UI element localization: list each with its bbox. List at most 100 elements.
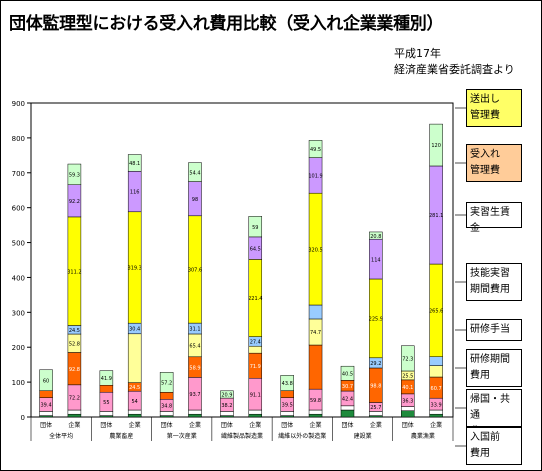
- bar-segment: [280, 390, 294, 398]
- bar-segment: [39, 411, 53, 416]
- legend-label: 管理費: [470, 165, 500, 176]
- data-label: 48.1: [129, 161, 140, 167]
- y-tick-label: 900: [12, 100, 25, 108]
- legend-label: 実習生賃金: [470, 207, 510, 234]
- bar-segment: [248, 413, 263, 418]
- bar-segment: [67, 413, 82, 418]
- legend-label: 期間費用: [470, 284, 510, 295]
- y-tick-label: 400: [12, 274, 25, 282]
- data-label: 74.7: [310, 330, 321, 336]
- legend-item: 技能実習 期間費用: [466, 263, 522, 301]
- bar-segment: [159, 372, 174, 393]
- data-label: 311.2: [67, 269, 81, 275]
- data-label: 54.4: [189, 170, 200, 176]
- data-label: 98.8: [370, 383, 381, 389]
- bar-segment: [99, 370, 114, 386]
- data-label: 60.7: [431, 386, 442, 392]
- data-label: 24.5: [129, 385, 140, 391]
- legend-item: 送出し 管理費: [466, 89, 522, 127]
- bar-segment: [401, 406, 415, 411]
- bar-segment: [67, 409, 82, 415]
- y-tick-label: 100: [12, 379, 25, 387]
- bar-segment: [220, 390, 234, 399]
- data-label: 54: [132, 399, 138, 405]
- x-sub-label: 団体: [281, 421, 293, 429]
- x-group-label: 繊維製品製造業: [221, 432, 263, 440]
- data-label: 93.7: [189, 392, 200, 398]
- bar-segment: [127, 154, 142, 172]
- bar-segment: [99, 411, 114, 416]
- data-label: 265.6: [429, 309, 443, 315]
- x-sub-label: 団体: [161, 421, 173, 429]
- bar-segment: [280, 375, 294, 391]
- x-sub-label: 企業: [68, 421, 80, 429]
- bar-segment: [308, 413, 323, 418]
- data-label: 34.8: [161, 404, 172, 410]
- data-label: 52.8: [69, 341, 80, 347]
- bar-segment: [188, 409, 202, 415]
- bar-segment: [369, 231, 383, 240]
- data-label: 98: [192, 197, 198, 203]
- bar-segment: [248, 409, 263, 415]
- y-tick-label: 500: [12, 240, 25, 248]
- legend-label: 管理費: [470, 110, 500, 121]
- data-label: 30.4: [129, 327, 140, 333]
- data-label: 29.2: [370, 361, 381, 367]
- y-tick-label: 200: [12, 344, 25, 352]
- data-label: 101.9: [308, 174, 322, 180]
- bar-segment: [280, 411, 294, 416]
- bar-segment: [127, 333, 142, 383]
- bar-segment: [429, 413, 443, 418]
- legend-label: 入国前: [470, 432, 500, 443]
- y-tick-label: 0: [21, 414, 25, 422]
- data-label: 41.9: [101, 376, 112, 382]
- chart-title: 団体監理型における受入れ費用比較（受入れ企業業種別）: [9, 14, 444, 34]
- legend-item: 入国前 費用: [466, 427, 522, 465]
- data-label: 39.4: [41, 403, 52, 409]
- source-year: 平成17年: [394, 47, 441, 60]
- bar-segment: [159, 392, 174, 400]
- y-tick-label: 700: [12, 170, 25, 178]
- bar-segment: [188, 413, 202, 418]
- data-label: 307.6: [188, 268, 202, 274]
- bar-segment: [340, 409, 355, 418]
- legend-label: 送出し: [470, 94, 500, 105]
- x-sub-label: 企業: [310, 421, 322, 429]
- data-label: 91.1: [250, 392, 261, 398]
- bar-segment: [220, 411, 234, 416]
- data-label: 72.2: [69, 396, 80, 402]
- legend-item: 受入れ 管理費: [466, 144, 522, 182]
- data-label: 92.8: [69, 367, 80, 373]
- legend-label: 費用: [470, 448, 490, 459]
- data-label: 40.5: [342, 371, 353, 377]
- data-label: 31.1: [189, 327, 200, 333]
- legend-label: 費用: [470, 370, 490, 381]
- x-sub-label: 団体: [40, 421, 52, 429]
- bar-segment: [308, 140, 323, 158]
- data-label: 43.8: [282, 381, 293, 387]
- x-sub-label: 企業: [370, 421, 382, 429]
- data-label: 40.1: [402, 385, 413, 391]
- bar-segment: [127, 409, 142, 415]
- legend-label: 研修期間: [470, 354, 510, 365]
- data-label: 65.4: [189, 344, 200, 350]
- x-group-label: 農業漁業: [411, 432, 435, 440]
- data-label: 225.9: [369, 317, 383, 323]
- source-text: 経済産業省委託調査より: [394, 63, 515, 76]
- x-group-label: 全体平均: [49, 432, 73, 440]
- bar-segment: [308, 344, 323, 390]
- legend-item: 研修手当: [466, 319, 522, 341]
- bar-segment: [127, 413, 142, 418]
- data-label: 221.4: [248, 296, 262, 302]
- legend-label: 技能実習: [470, 268, 510, 279]
- bar-segment: [99, 385, 114, 393]
- legend-item: 実習生賃金: [466, 202, 522, 234]
- data-label: 55: [103, 400, 109, 406]
- legend-item: 帰国・共通費用: [466, 389, 522, 437]
- y-tick-label: 800: [12, 135, 25, 143]
- bar-segment: [369, 411, 383, 416]
- bar-segment: [159, 411, 174, 416]
- data-label: 59.3: [69, 173, 80, 179]
- x-sub-label: 企業: [249, 421, 261, 429]
